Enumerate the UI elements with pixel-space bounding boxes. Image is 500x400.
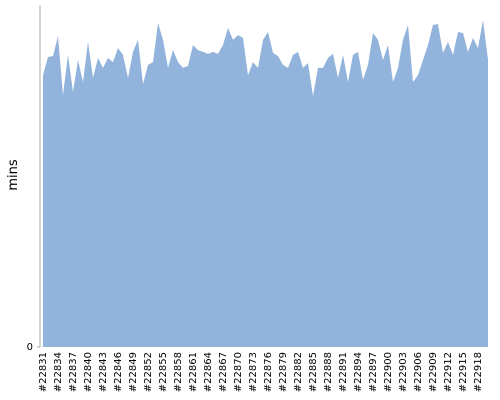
x-tick-label: #22840 <box>83 352 94 392</box>
x-tick-label: #22882 <box>293 352 304 392</box>
x-tick-label: #22855 <box>158 352 169 392</box>
x-tick-label: #22897 <box>368 352 379 392</box>
x-tick-label: #22864 <box>203 352 214 392</box>
x-tick-label: #22876 <box>263 352 274 392</box>
x-tick-label: #22906 <box>413 352 424 392</box>
x-tick-label: #22846 <box>113 352 124 392</box>
x-tick-label: #22843 <box>98 352 109 392</box>
x-tick-label: #22849 <box>128 352 139 392</box>
x-tick-label: #22852 <box>143 352 154 392</box>
x-tick-label: #22834 <box>53 352 64 392</box>
x-tick-label: #22831 <box>38 352 49 392</box>
x-tick-label: #22837 <box>68 352 79 392</box>
x-tick-label: #22891 <box>338 352 349 392</box>
area <box>43 20 488 347</box>
x-tick-label: #22909 <box>428 352 439 392</box>
x-tick-label: #22894 <box>353 352 364 392</box>
x-tick-label: #22873 <box>248 352 259 392</box>
x-tick-label: #22903 <box>398 352 409 392</box>
x-tick-label: #22918 <box>473 352 484 392</box>
x-tick-label: #22858 <box>173 352 184 392</box>
x-tick-label: #22912 <box>443 352 454 392</box>
x-tick-label: #22867 <box>218 352 229 392</box>
x-tick-label: #22885 <box>308 352 319 392</box>
x-tick-label: #22915 <box>458 352 469 392</box>
x-tick-label: #22861 <box>188 352 199 392</box>
y-tick-label: 0 <box>27 342 33 353</box>
x-tick-label: #22888 <box>323 352 334 392</box>
x-tick-label: #22870 <box>233 352 244 392</box>
x-tick-label: #22900 <box>383 352 394 392</box>
x-tick-label: #22879 <box>278 352 289 392</box>
y-axis-label: mins <box>6 159 21 191</box>
